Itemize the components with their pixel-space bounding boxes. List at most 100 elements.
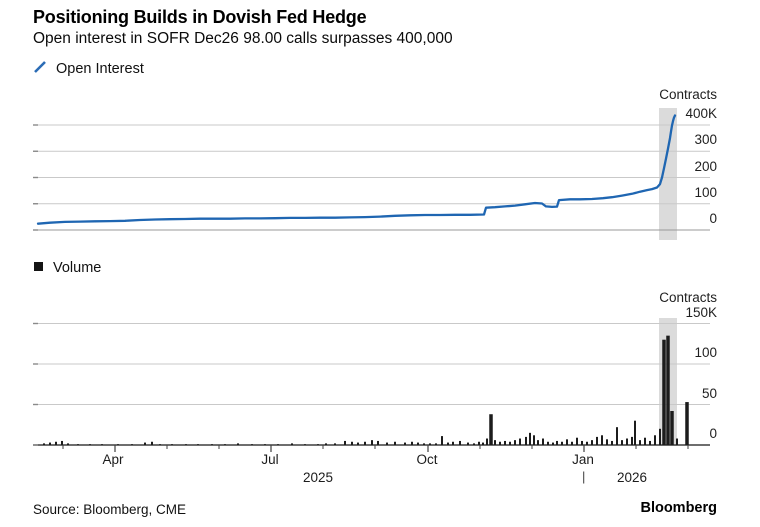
volume-bar	[529, 432, 531, 445]
volume-bar	[576, 437, 578, 445]
volume-bar	[423, 443, 425, 445]
volume-bar	[435, 443, 437, 445]
year-separator: |	[582, 469, 586, 484]
volume-bar	[566, 439, 568, 445]
volume-bar	[473, 443, 475, 445]
volume-bar	[542, 438, 544, 445]
volume-bar	[291, 443, 293, 445]
volume-bar	[117, 444, 119, 445]
volume-bar	[394, 441, 396, 445]
volume-bar	[537, 440, 539, 445]
volume-bar	[171, 444, 173, 445]
y-tick-label: 200	[691, 158, 717, 174]
volume-bar	[514, 440, 516, 445]
volume-bar	[586, 441, 588, 445]
volume-bar	[654, 435, 656, 445]
volume-bar	[561, 441, 563, 445]
xtick-jan: Jan	[572, 452, 594, 467]
volume-bar	[49, 442, 51, 445]
volume-bar	[377, 440, 379, 445]
volume-bar	[211, 444, 213, 445]
volume-bar	[404, 442, 406, 445]
y-tick-label: 100	[691, 345, 717, 360]
volume-bar	[43, 443, 45, 445]
volume-bar	[666, 335, 670, 445]
volume-bar	[364, 441, 366, 445]
volume-bar	[639, 440, 641, 445]
volume-bar	[596, 436, 598, 445]
volume-bar	[151, 441, 153, 445]
y-tick-label: 300	[691, 132, 717, 148]
volume-bar	[581, 440, 583, 445]
volume-bar	[644, 437, 646, 445]
volume-bar	[459, 440, 461, 445]
year-2025: 2025	[302, 470, 334, 485]
volume-bar	[197, 444, 199, 445]
legend-open-interest: Open Interest	[33, 60, 144, 78]
volume-bar	[552, 442, 554, 445]
volume-bar	[264, 444, 266, 445]
volume-bar	[447, 442, 449, 445]
volume-bar	[467, 442, 469, 445]
highlight-band-top	[659, 108, 677, 240]
volume-bar	[499, 441, 501, 445]
volume-bar	[429, 443, 431, 445]
chart-subtitle: Open interest in SOFR Dec26 98.00 calls …	[33, 30, 453, 47]
y-tick-label: 100	[691, 184, 717, 200]
year-2026: 2026	[616, 470, 648, 485]
volume-bar	[649, 440, 651, 445]
y-tick-label: 150K	[682, 304, 717, 320]
volume-bar	[662, 339, 666, 445]
volume-bar	[101, 444, 103, 445]
volume-square-icon	[33, 260, 44, 276]
volume-bar	[452, 441, 454, 445]
volume-bar	[237, 443, 239, 445]
volume-bar	[304, 444, 306, 445]
volume-bar	[61, 440, 63, 445]
y-tick-label: 50	[698, 385, 717, 401]
volume-bar	[144, 442, 146, 445]
volume-bar	[631, 436, 633, 445]
volume-bar	[371, 440, 373, 445]
volume-bar	[556, 440, 558, 445]
volume-bar	[251, 444, 253, 445]
volume-bar	[494, 440, 496, 445]
volume-bar	[77, 444, 79, 445]
volume-bar	[417, 442, 419, 445]
volume-bar	[611, 440, 613, 445]
volume-bar	[606, 439, 608, 445]
volume-bar	[659, 428, 661, 445]
volume-bar	[571, 441, 573, 445]
volume-bar	[277, 444, 279, 445]
volume-bar	[621, 440, 623, 445]
legend-volume-label: Volume	[53, 260, 102, 276]
volume-bar	[317, 444, 319, 445]
volume-bar	[591, 440, 593, 445]
volume-bar	[334, 443, 336, 445]
volume-bar	[185, 444, 187, 445]
xtick-oct: Oct	[416, 452, 438, 467]
volume-bar	[504, 440, 506, 445]
volume-bar	[670, 410, 674, 445]
volume-bar	[386, 442, 388, 445]
xtick-jul: Jul	[261, 452, 279, 467]
xtick-apr: Apr	[102, 452, 124, 467]
volume-bar	[224, 444, 226, 445]
y-tick-label: 400K	[682, 106, 717, 121]
volume-bar	[55, 441, 57, 445]
volume-bar	[67, 443, 69, 445]
volume-bar	[441, 436, 443, 445]
volume-bar	[533, 435, 535, 445]
volume-bar	[411, 441, 413, 445]
volume-bar	[489, 414, 493, 445]
volume-bar	[676, 438, 678, 445]
source-note: Source: Bloomberg, CME	[33, 502, 187, 517]
page-title: Positioning Builds in Dovish Fed Hedge	[33, 7, 367, 27]
open-interest-line-icon	[33, 60, 47, 78]
bloomberg-logo: Bloomberg	[640, 500, 717, 516]
volume-bar	[89, 444, 91, 445]
volume-bar	[525, 436, 527, 445]
volume-bar	[478, 441, 480, 445]
volume-bar	[486, 438, 488, 445]
